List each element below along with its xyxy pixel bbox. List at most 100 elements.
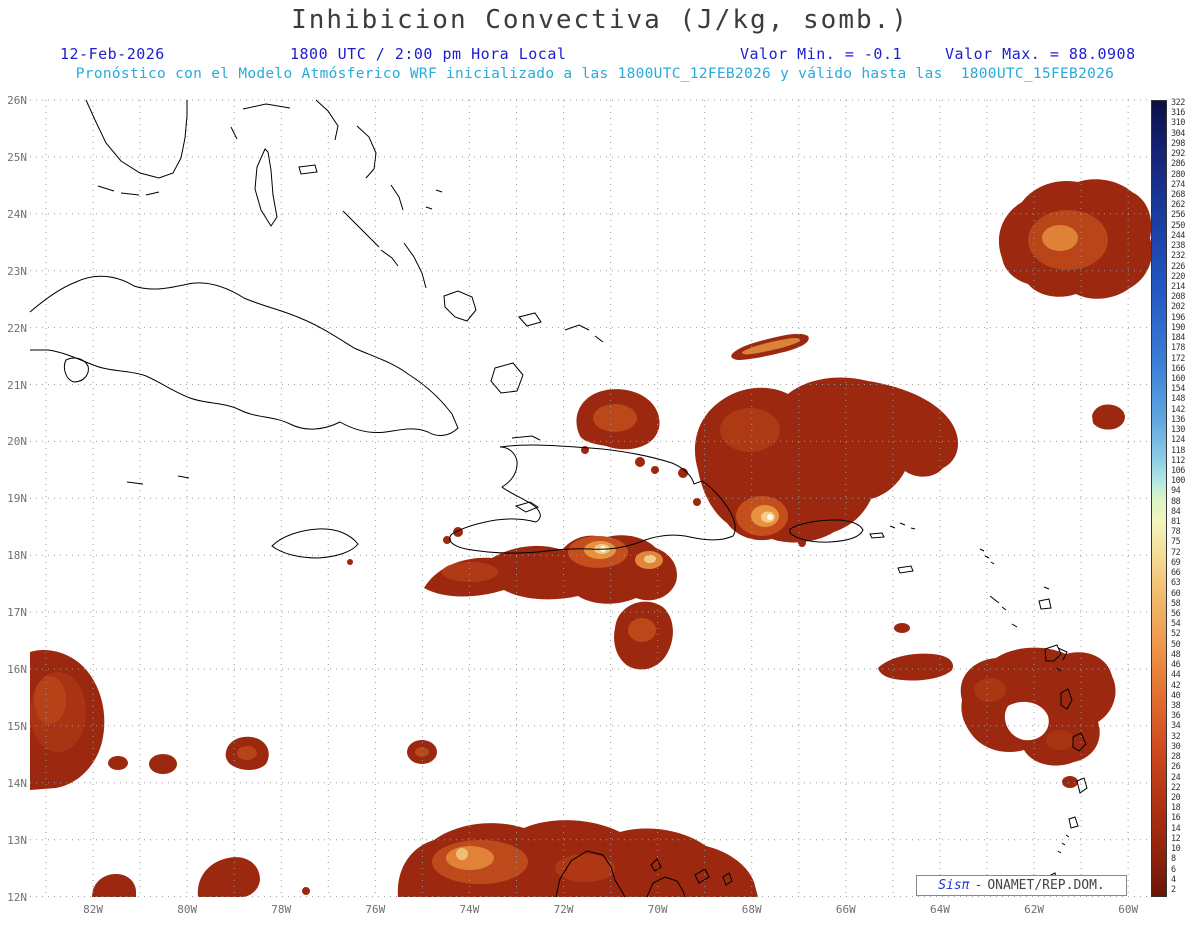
coastline-eleuthera [356,125,377,179]
cin-region [644,555,656,563]
lat-label: 16N [7,663,27,676]
colorbar-tick-label: 304 [1171,128,1185,139]
colorbar-tick-label: 38 [1171,701,1181,712]
colorbar-tick-label: 46 [1171,660,1181,671]
lat-label: 20N [7,435,27,449]
colorbar-tick-label: 118 [1171,445,1185,456]
coastline-jamaica [271,528,359,559]
lon-label: 78W [271,903,292,916]
coastline-paraguana [646,876,686,898]
lon-label: 60W [1118,903,1139,916]
coastline-vieques [869,532,885,539]
colorbar-tick-label: 34 [1171,721,1181,732]
forecast-date: 12-Feb-2026 [60,45,165,63]
coastline-florida [85,99,188,179]
branding-source: ONAMET/REP.DOM. [987,878,1105,893]
colorbar-tick-label: 160 [1171,373,1185,384]
cin-region [767,514,773,520]
colorbar-tick-label: 22 [1171,782,1181,793]
coastline-hispaniola [449,444,736,554]
lat-label: 19N [7,492,27,506]
coastline-crooked-acklins [443,290,477,322]
lon-label: 76W [365,903,386,916]
coastline-cayman [126,475,190,485]
lat-label: 26N [7,94,27,107]
coastline-martinique [1072,732,1087,752]
lon-label: 82W [83,903,103,916]
cin-region-central [694,377,959,543]
colorbar-tick-label: 44 [1171,670,1181,681]
colorbar-tick-label: 56 [1171,609,1181,620]
coastline-grand-bahama [242,103,291,110]
colorbar-tick-label: 298 [1171,138,1185,149]
coastline-st-vincent [1068,816,1079,829]
forecast-time: 1800 UTC / 2:00 pm Hora Local [290,45,567,63]
cin-region [878,653,954,681]
colorbar-tick-label: 30 [1171,741,1181,752]
cin-region [456,848,468,860]
cin-region [453,527,463,537]
colorbar-tick-label: 72 [1171,547,1181,558]
colorbar-tick-label: 54 [1171,619,1181,630]
cin-region [237,746,257,760]
colorbar-tick-label: 130 [1171,425,1185,436]
colorbar-tick-label: 10 [1171,844,1181,855]
value-min-label: Valor Min. = -0.1 [740,45,903,63]
colorbar-tick-label: 250 [1171,220,1185,231]
cin-region [149,754,177,774]
colorbar-tick-label: 12 [1171,833,1181,844]
colorbar-tick-label: 28 [1171,752,1181,763]
coastline-florida-keys [97,185,160,196]
cin-region [92,874,136,897]
colorbar-tick-label: 58 [1171,598,1181,609]
lat-label: 14N [7,776,27,790]
coastline-guadeloupe [1044,644,1068,662]
lon-label: 62W [1024,903,1044,916]
colorbar-tick-label: 106 [1171,465,1185,476]
coastline-abaco [315,99,339,141]
colorbar-tick-label: 232 [1171,251,1185,262]
cin-region [635,457,645,467]
colorbar-tick-label: 60 [1171,588,1181,599]
coastline-inagua [490,362,524,394]
cin-region [347,559,353,565]
cin-region [197,857,260,897]
colorbar-tick-label: 244 [1171,230,1185,241]
lat-label: 18N [7,549,27,563]
coastline-st-kitts-nevis [989,595,1007,611]
cin-region [798,539,806,547]
cin-region [1046,730,1074,750]
colorbar-tick-label: 112 [1171,455,1185,466]
coastlines [29,99,1088,898]
model-init-line: Pronóstico con el Modelo Atmósferico WRF… [75,66,1115,82]
lon-label: 64W [930,903,950,916]
coastline-montserrat [1011,623,1018,628]
colorbar-tick-label: 100 [1171,476,1185,487]
cin-region-antilles [960,647,1116,766]
lat-label: 23N [7,264,27,278]
colorbar-tick-label: 292 [1171,149,1185,160]
colorbar-tick-label: 2 [1171,885,1176,895]
coastline-st-croix [897,565,914,574]
colorbar-tick-label: 20 [1171,793,1181,803]
colorbar-tick-label: 42 [1171,680,1181,691]
cin-region [735,466,743,474]
lon-label: 74W [459,903,480,916]
cin-region [34,676,66,724]
colorbar-tick-label: 172 [1171,353,1185,364]
coastline-isla-juventud [63,357,89,383]
colorbar-tick-label: 322 [1171,98,1185,108]
lat-label: 15N [7,719,27,733]
colorbar-tick-label: 4 [1171,874,1176,885]
coastline-grenadines [1057,834,1070,854]
colorbar-tick-label: 36 [1171,711,1181,722]
coastline-andros [254,148,278,227]
coastline-st-lucia [1076,777,1088,794]
colorbar-tick-label: 178 [1171,343,1185,354]
colorbar-tick-label: 238 [1171,241,1185,252]
colorbar-tick-label: 256 [1171,210,1185,221]
colorbar-tick-label: 18 [1171,803,1181,814]
cin-region [1042,225,1078,251]
